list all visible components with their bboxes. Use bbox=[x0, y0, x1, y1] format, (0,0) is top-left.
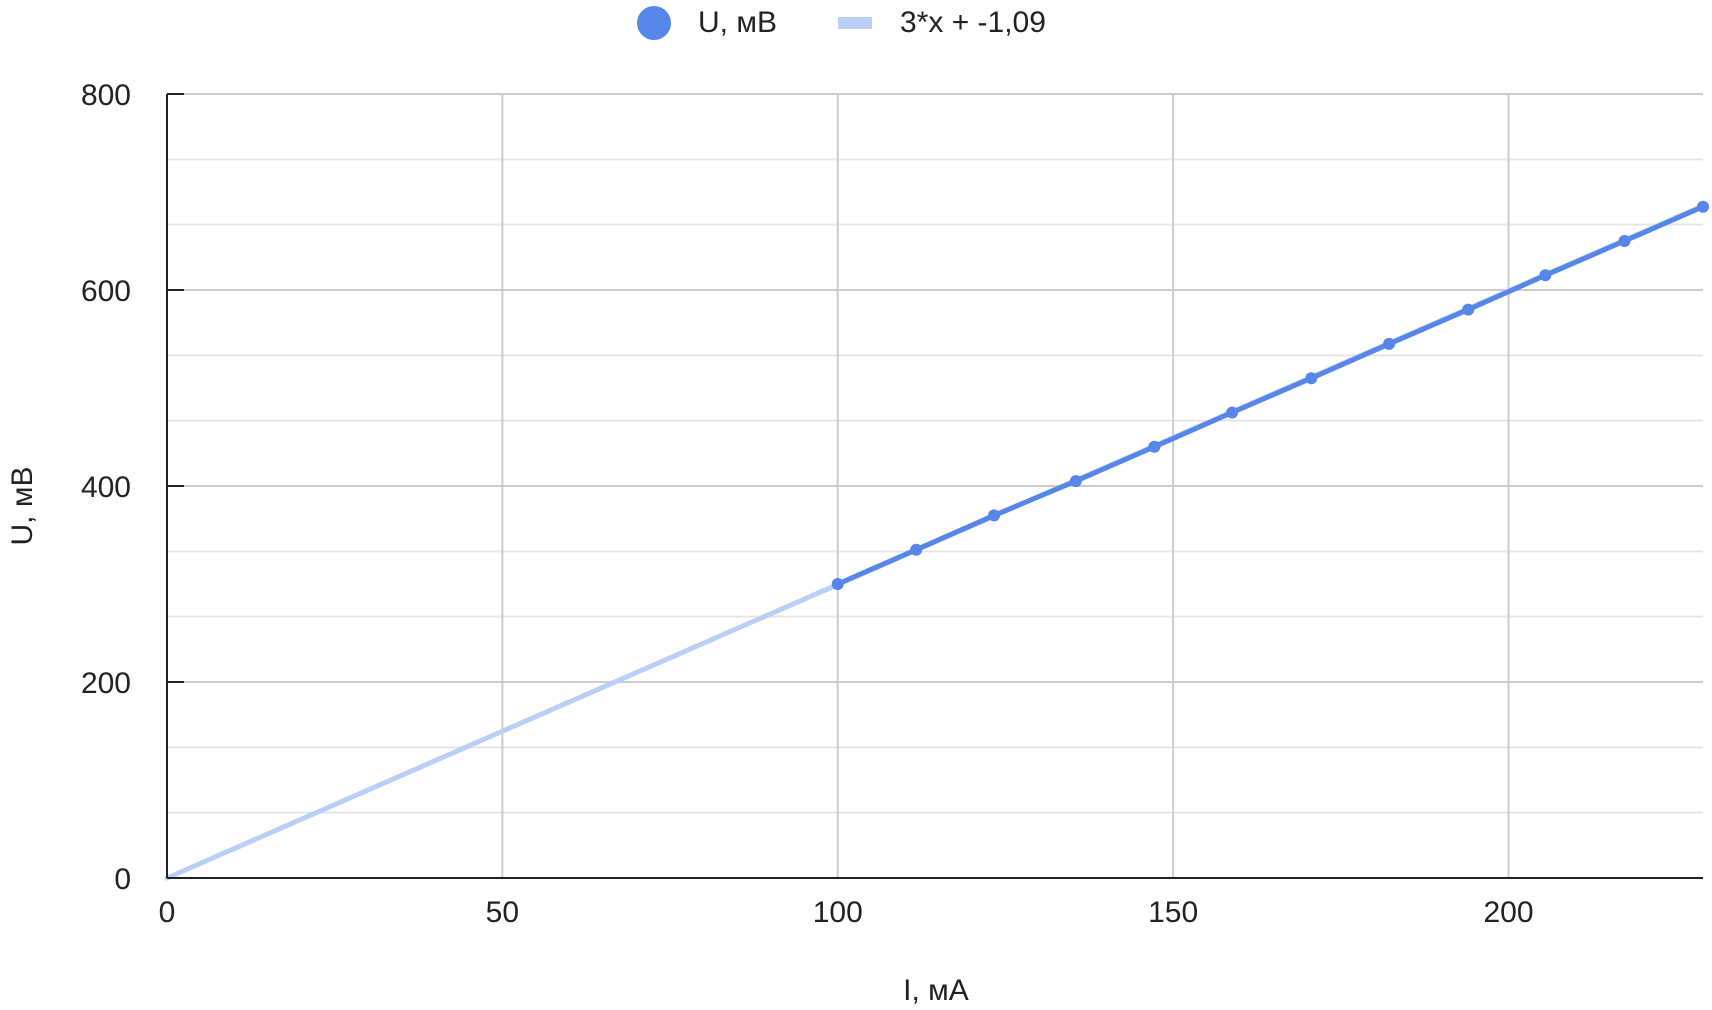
series-line-points bbox=[835, 204, 1706, 587]
data-point[interactable] bbox=[1539, 269, 1552, 282]
y-tick-label: 0 bbox=[114, 863, 131, 896]
x-tick-label: 100 bbox=[813, 896, 863, 929]
data-point[interactable] bbox=[831, 578, 844, 590]
axes bbox=[166, 93, 1703, 879]
y-tick-label: 200 bbox=[81, 667, 131, 700]
legend-marker-points bbox=[637, 6, 671, 40]
data-point[interactable] bbox=[1148, 440, 1161, 453]
y-axis-title: U, мВ bbox=[6, 467, 39, 546]
legend-marker-trendline bbox=[838, 17, 872, 29]
data-point[interactable] bbox=[1462, 303, 1475, 316]
data-point[interactable] bbox=[1618, 235, 1631, 247]
grid bbox=[167, 93, 1703, 878]
legend-label-points: U, мВ bbox=[698, 6, 777, 39]
data-point[interactable] bbox=[1383, 337, 1396, 350]
legend: U, мВ 3*x + -1,09 bbox=[637, 6, 1046, 40]
x-tick-label: 200 bbox=[1483, 896, 1533, 929]
legend-label-trendline: 3*x + -1,09 bbox=[900, 6, 1046, 39]
data-point[interactable] bbox=[988, 509, 1001, 522]
tick-labels: 0 200 400 600 800 0 50 100 150 200 bbox=[81, 79, 1534, 929]
data-point[interactable] bbox=[1305, 372, 1318, 385]
data-point[interactable] bbox=[1226, 406, 1239, 419]
x-axis-title: I, мА bbox=[903, 974, 969, 1007]
data-point[interactable] bbox=[910, 543, 923, 556]
y-tick-label: 800 bbox=[81, 79, 131, 112]
x-tick-label: 50 bbox=[486, 896, 519, 929]
series-layer bbox=[164, 200, 1709, 881]
x-tick-label: 150 bbox=[1148, 896, 1198, 929]
x-tick-label: 0 bbox=[159, 896, 176, 929]
y-tick-label: 600 bbox=[81, 275, 131, 308]
data-point[interactable] bbox=[1697, 200, 1709, 213]
data-point[interactable] bbox=[1069, 475, 1082, 488]
y-tick-label: 400 bbox=[81, 471, 131, 504]
